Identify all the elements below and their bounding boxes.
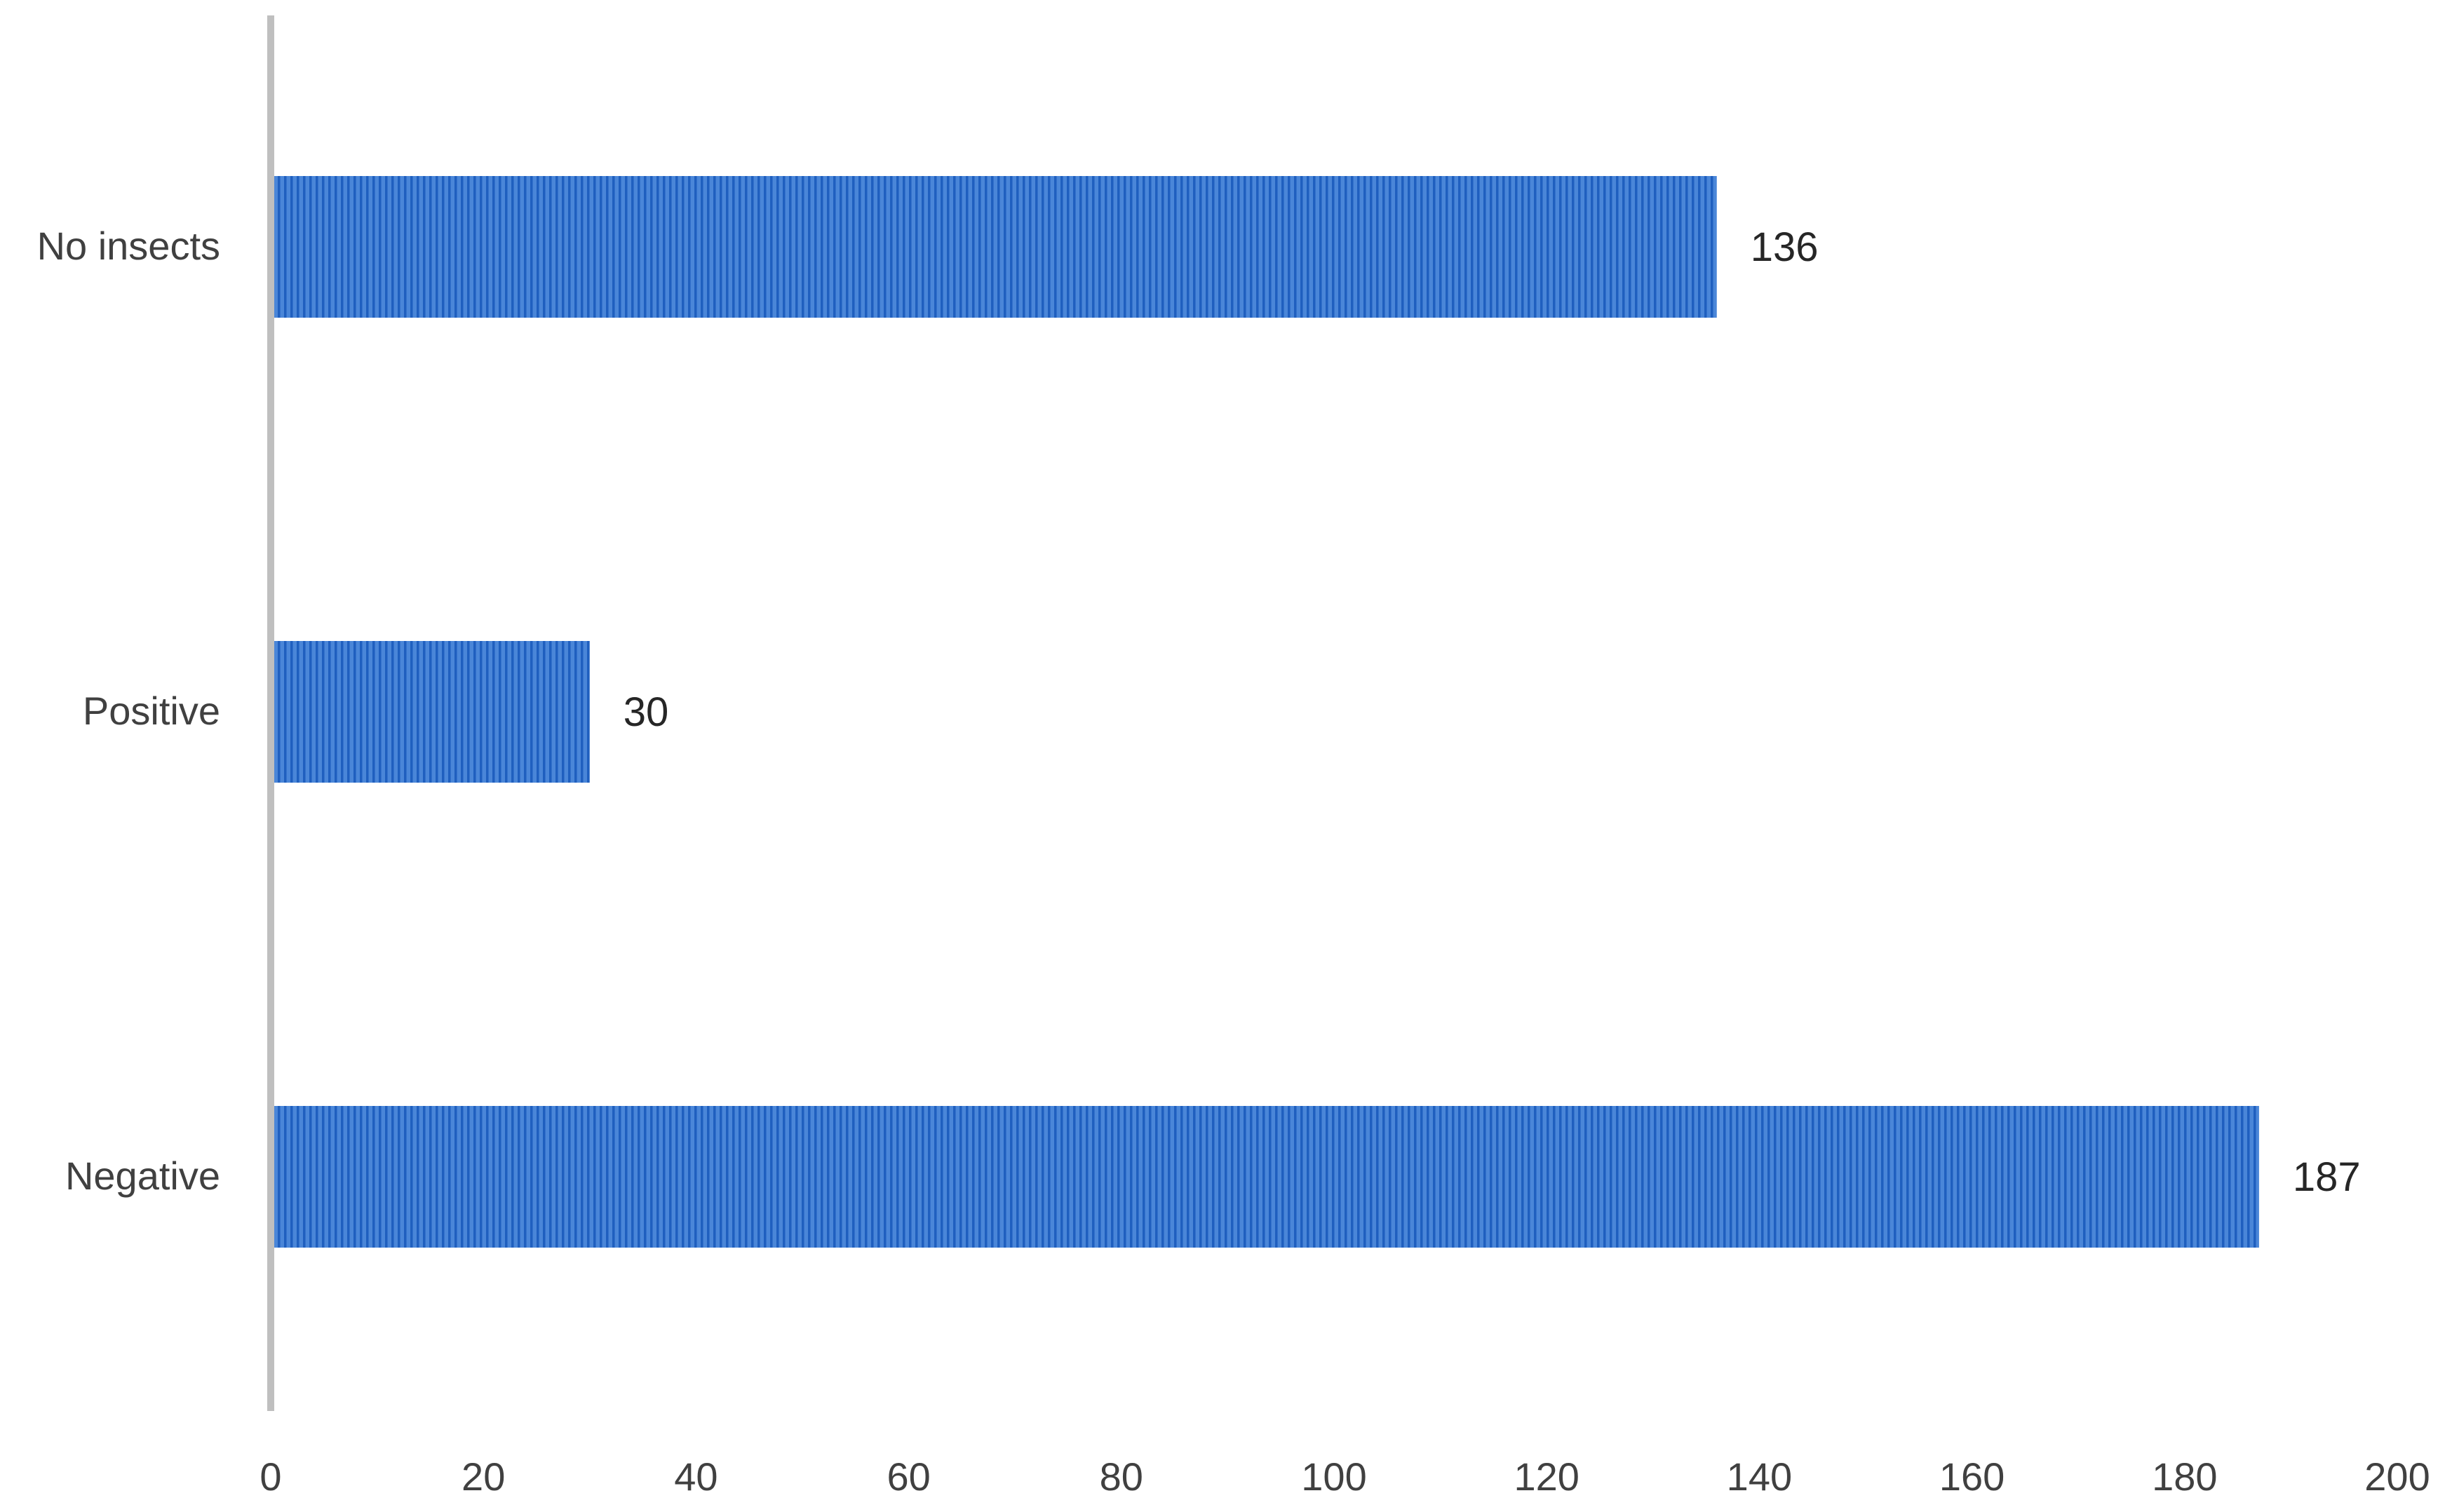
x-tick-label: 160	[1939, 1454, 2005, 1499]
bar-no-insects	[271, 176, 1717, 318]
x-tick-label: 120	[1514, 1454, 1579, 1499]
bar-negative	[271, 1106, 2259, 1248]
x-tick-label: 100	[1301, 1454, 1366, 1499]
x-tick-label: 80	[1100, 1454, 1143, 1499]
bar-positive	[271, 641, 590, 783]
category-label: Positive	[83, 689, 220, 733]
x-tick-label: 20	[462, 1454, 505, 1499]
data-label: 30	[624, 689, 669, 735]
x-tick-label: 60	[887, 1454, 930, 1499]
category-label: Negative	[65, 1154, 220, 1198]
x-tick-label: 0	[260, 1454, 281, 1499]
x-tick-label: 180	[2152, 1454, 2217, 1499]
x-tick-label: 140	[1727, 1454, 1792, 1499]
category-label: No insects	[37, 224, 220, 268]
x-tick-label: 40	[674, 1454, 718, 1499]
data-label: 187	[2293, 1154, 2361, 1200]
plot-area: 136 No insects 30 Positive 187 Negative 0 20 40 6…	[37, 15, 2430, 1499]
data-label: 136	[1751, 224, 1819, 270]
x-tick-label: 200	[2364, 1454, 2430, 1499]
